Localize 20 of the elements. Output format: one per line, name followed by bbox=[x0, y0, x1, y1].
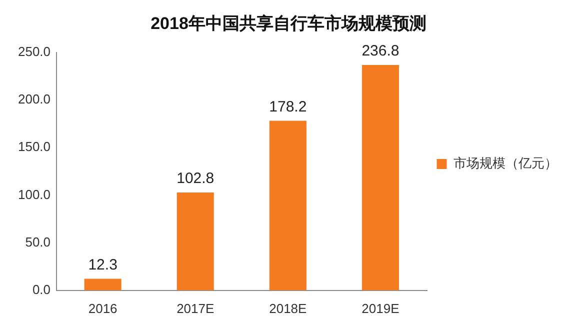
data-label: 236.8 bbox=[362, 42, 400, 60]
bar bbox=[176, 192, 214, 290]
y-tick-label: 100.0 bbox=[18, 186, 51, 202]
y-tick-label: 0.0 bbox=[32, 282, 51, 297]
bar bbox=[84, 278, 122, 290]
x-tick-label: 2017E bbox=[176, 300, 214, 316]
y-tick-label: 250.0 bbox=[18, 44, 51, 59]
bar bbox=[362, 64, 399, 290]
x-tick-label: 2019E bbox=[362, 300, 400, 316]
x-tick-label: 2018E bbox=[269, 300, 308, 316]
y-tick-label: 150.0 bbox=[18, 139, 51, 154]
bar bbox=[269, 120, 306, 290]
data-label: 178.2 bbox=[269, 98, 307, 116]
y-tick-label: 200.0 bbox=[18, 92, 51, 107]
data-label: 102.8 bbox=[176, 170, 214, 188]
x-tick-label: 2016 bbox=[88, 300, 118, 316]
data-label: 12.3 bbox=[88, 256, 118, 274]
legend-label: 市场规模（亿元） bbox=[453, 156, 558, 171]
y-tick-label: 50.0 bbox=[25, 234, 51, 250]
chart-title: 2018年中国共享自行车市场规模预测 bbox=[150, 14, 426, 33]
